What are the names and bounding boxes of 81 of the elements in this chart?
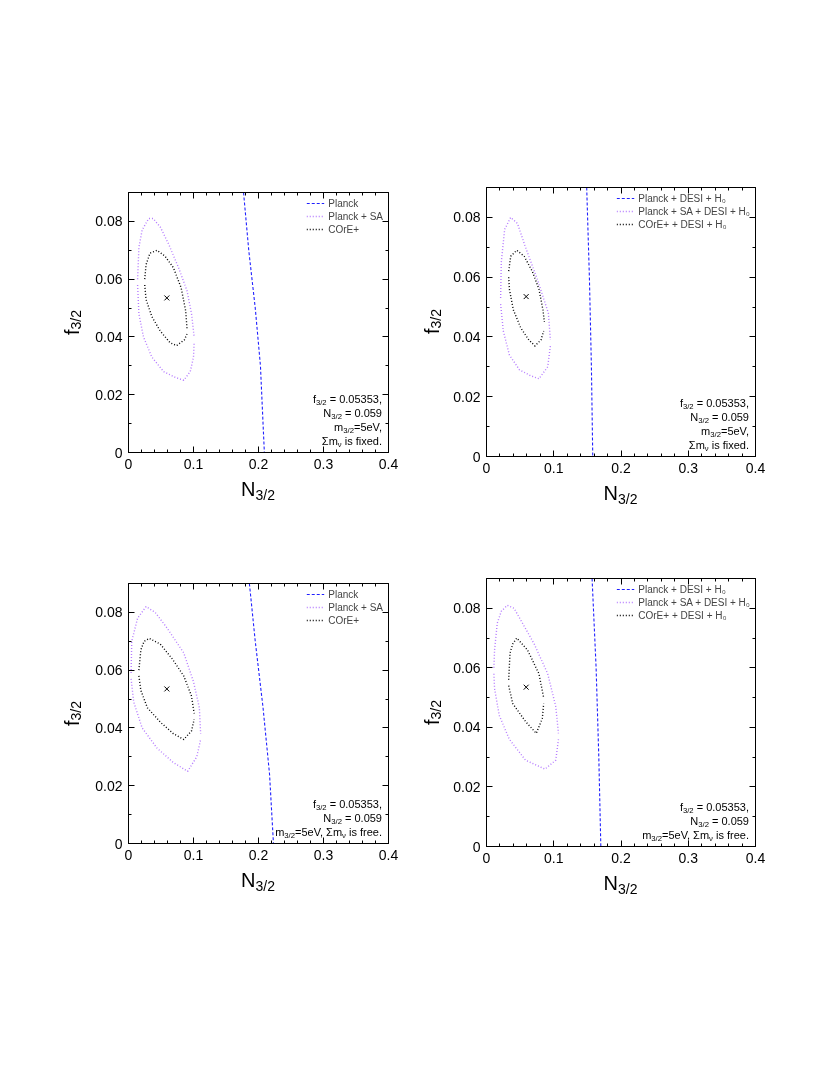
y-tick-label: 0.04 [453,328,481,345]
line-series [499,303,552,380]
line-series [507,276,545,347]
legend-label: Planck + SA [328,601,383,613]
annotation: m$_{3/2}$=5eV, Σm$_{ν}$ is free. [642,829,749,844]
x-axis-title: N$_{3/2}$ [323,812,342,827]
annotation: m$_{3/2}$=5eV, Σm$_{ν}$ is free. [275,826,382,841]
x-axis-title: N$_{3/2}$ [690,815,709,830]
line-series [493,673,560,770]
text: N$_{3/2}$ [241,869,275,895]
y-tick-label: 0.08 [95,213,123,230]
y-tick-label: 0.04 [95,719,123,736]
text: m$_{3/2}$=5eV, Σm$_{ν}$ is fixed. [321,421,382,450]
x-tick-label: 0.3 [313,846,334,863]
y-axis-title: f$_{3/2}$ [679,801,694,816]
line-series [130,678,202,772]
x-tick-label: 0.3 [313,455,334,472]
line-series [507,685,545,735]
text: m$_{3/2}$=5eV, Σm$_{ν}$ is fixed. [688,425,749,454]
y-tick-label: 0.04 [95,328,123,345]
x-tick-label: 0.2 [611,849,631,866]
y-tick-label: 0.08 [453,209,481,226]
line-series [586,187,594,457]
y-axis-title: f$_{3/2}$ [312,798,327,813]
line-series [144,249,188,329]
legend-label: COrE+ [328,614,360,626]
y-tick-label: 0.02 [95,777,123,794]
legend-label: Planck + DESI + H₀ [638,583,726,595]
x-tick-label: 0.4 [378,455,399,472]
legend-label: Planck + SA + DESI + H₀ [638,596,750,608]
y-axis-title: f$_{3/2}$ [679,397,694,412]
x-tick-label: 0.2 [611,459,631,476]
y-tick-label: 0.02 [95,386,123,403]
x-tick-label: 0.2 [248,455,269,472]
line-series [136,284,195,381]
x-tick-label: 0.4 [745,459,766,476]
legend-label: Planck + SA + DESI + H₀ [638,205,750,217]
y-tick-label: 0.08 [95,604,123,621]
y-axis-title: f$_{3/2}$ [312,393,327,408]
text: N$_{3/2}$ [603,872,638,898]
x-tick-label: 0.3 [678,459,699,476]
y-tick-label: 0.06 [453,269,481,286]
x-tick-label: 0.4 [378,846,399,863]
text: N$_{3/2}$ [241,478,275,504]
legend-label: Planck + SA [328,210,383,222]
line-series [507,637,545,699]
x-axis-title: N$_{3/2}$ [323,407,342,422]
line-series [144,284,188,347]
line-series [248,583,274,844]
x-tick-label: 0.1 [544,849,564,866]
line-series [499,216,552,341]
y-tick-label: 0 [114,835,123,852]
y-tick-label: 0.02 [453,388,481,405]
text: N$_{3/2}$ [603,482,638,508]
x-tick-label: 0.4 [745,849,766,866]
y-tick-label: 0 [114,444,123,461]
y-tick-label: 0.06 [453,659,481,676]
y-tick-label: 0.04 [453,719,481,736]
x-tick-label: 0.1 [183,846,204,863]
x-tick-label: 0.1 [183,455,204,472]
line-series [130,605,202,735]
x-axis-title: N$_{3/2}$ [690,411,709,426]
legend-label: Planck + DESI + H₀ [638,192,726,204]
line-series [136,217,195,338]
line-series [591,578,602,847]
y-tick-label: 0.06 [95,271,123,288]
legend-label: Planck [328,588,359,600]
legend-label: COrE+ + DESI + H₀ [638,218,727,230]
legend-label: COrE+ + DESI + H₀ [638,609,727,621]
line-series [138,675,195,741]
y-tick-label: 0.02 [453,778,481,795]
y-tick-label: 0.08 [453,600,481,617]
line-series [138,637,195,715]
line-series [507,249,546,323]
y-tick-label: 0.06 [95,662,123,679]
legend-label: Planck [328,197,359,209]
x-tick-label: 0.3 [678,849,699,866]
legend-label: COrE+ [328,223,360,235]
x-tick-label: 0.1 [544,459,564,476]
line-series [243,192,265,453]
x-tick-label: 0.2 [248,846,269,863]
